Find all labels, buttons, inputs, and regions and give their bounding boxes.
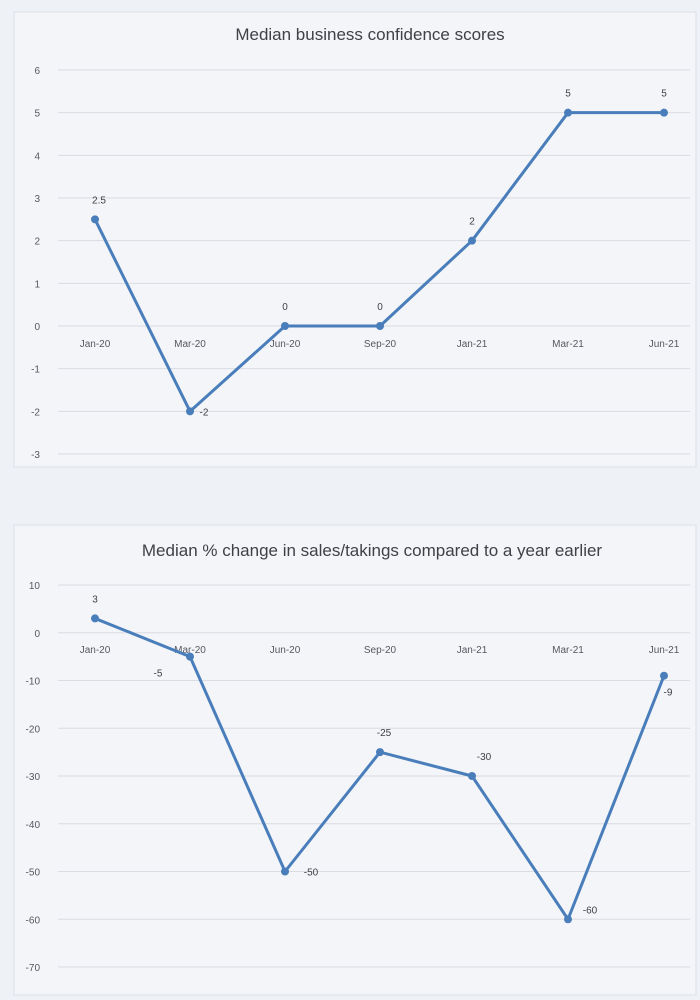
data-point <box>376 322 384 330</box>
y-tick-label: -20 <box>26 724 41 735</box>
y-tick-label: -1 <box>31 365 40 376</box>
x-tick-label: Jan-20 <box>80 645 111 656</box>
x-tick-label: Mar-20 <box>174 645 206 656</box>
chart-title: Median % change in sales/takings compare… <box>142 541 603 560</box>
series-points <box>91 614 668 924</box>
data-label: 2 <box>469 217 475 228</box>
data-label: -50 <box>304 868 319 879</box>
data-point <box>91 215 99 224</box>
data-point <box>91 614 99 623</box>
y-tick-label: -3 <box>31 450 40 461</box>
y-tick-label: 2 <box>34 237 40 248</box>
data-label: -9 <box>664 688 673 699</box>
x-tick-label: Sep-20 <box>364 339 397 350</box>
data-label: 3 <box>92 594 98 605</box>
data-point <box>468 772 476 780</box>
data-point <box>660 671 668 680</box>
data-point <box>660 108 668 117</box>
data-point <box>281 322 289 330</box>
y-tick-label: -60 <box>26 915 41 926</box>
x-tick-label: Jan-21 <box>457 645 488 656</box>
y-tick-label: -10 <box>26 677 41 688</box>
data-label: -5 <box>154 669 163 680</box>
y-tick-label: -70 <box>26 963 41 974</box>
business-confidence-chart: Median business confidence scores -3 -2 -1… <box>13 11 697 468</box>
data-label: -60 <box>583 905 598 916</box>
chart-panel <box>13 11 697 468</box>
y-tick-label: 6 <box>34 66 40 77</box>
y-tick-label: 0 <box>34 629 40 640</box>
data-labels: 2.5 -2 0 0 2 5 5 <box>92 89 667 419</box>
x-tick-label: Mar-21 <box>552 645 584 656</box>
data-label: -2 <box>200 407 209 418</box>
data-labels: 3 -5 -50 -25 -30 -60 -9 <box>92 594 673 916</box>
y-tick-label: -30 <box>26 772 41 783</box>
y-tick-label: 4 <box>34 151 40 162</box>
y-tick-label: 3 <box>34 194 40 205</box>
data-point <box>564 915 572 924</box>
chart-title: Median business confidence scores <box>235 25 504 44</box>
x-tick-label: Jan-20 <box>80 339 111 350</box>
data-label: 5 <box>661 89 667 100</box>
gridlines <box>58 584 690 968</box>
x-axis-ticks: Jan-20 Mar-20 Jun-20 Sep-20 Jan-21 Mar-21 Jun-… <box>80 339 680 350</box>
chart-panel <box>13 524 697 996</box>
y-tick-label: 10 <box>29 581 41 592</box>
data-point <box>281 867 289 876</box>
gridlines <box>58 69 690 455</box>
data-point <box>186 652 194 661</box>
data-point <box>468 236 476 245</box>
x-tick-label: Mar-20 <box>174 339 206 350</box>
x-tick-label: Sep-20 <box>364 645 397 656</box>
sales-change-chart: Median % change in sales/takings compare… <box>13 524 697 996</box>
y-tick-label: 5 <box>34 109 40 120</box>
data-point <box>186 407 194 416</box>
data-label: 5 <box>565 89 571 100</box>
series-points <box>91 108 668 416</box>
y-axis-ticks: -70 -60 -50 -40 -30 -20 -10 0 10 <box>26 581 41 974</box>
data-point <box>376 748 384 757</box>
y-tick-label: -50 <box>26 868 41 879</box>
data-point <box>564 108 572 117</box>
x-tick-label: Jun-20 <box>270 339 301 350</box>
y-tick-label: 1 <box>34 279 40 290</box>
x-tick-label: Jan-21 <box>457 339 488 350</box>
data-label: 2.5 <box>92 195 106 206</box>
y-axis-ticks: -3 -2 -1 0 1 2 3 4 5 6 <box>31 66 40 461</box>
data-label: 0 <box>282 302 288 313</box>
y-tick-label: 0 <box>34 322 40 333</box>
data-label: 0 <box>377 302 383 313</box>
x-axis-ticks: Jan-20 Mar-20 Jun-20 Sep-20 Jan-21 Mar-21 Jun-… <box>80 645 680 656</box>
y-tick-label: -40 <box>26 820 41 831</box>
x-tick-label: Jun-21 <box>649 645 680 656</box>
x-tick-label: Jun-21 <box>649 339 680 350</box>
data-label: -30 <box>477 752 492 763</box>
x-tick-label: Jun-20 <box>270 645 301 656</box>
y-tick-label: -2 <box>31 407 40 418</box>
data-label: -25 <box>377 728 392 739</box>
x-tick-label: Mar-21 <box>552 339 584 350</box>
